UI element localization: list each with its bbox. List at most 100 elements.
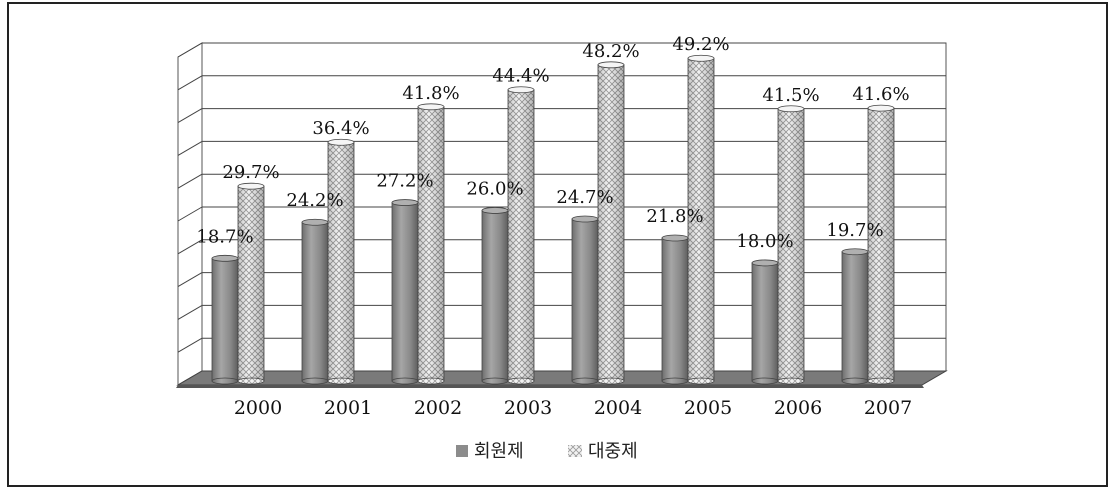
bar-series1-cap: [301, 218, 329, 226]
bar-series2-shade: [868, 108, 894, 381]
bar-series2: [867, 104, 895, 385]
x-tick-label: 2007: [864, 397, 912, 419]
data-label-series2: 48.2%: [582, 41, 639, 62]
legend-label-series1: 회원제: [474, 441, 524, 462]
data-label-series1: 21.8%: [646, 206, 703, 227]
bar-series2-cap: [417, 103, 445, 111]
bar-series1-cap: [571, 215, 599, 223]
floor-edge: [176, 385, 924, 388]
x-tick-label: 2003: [504, 397, 552, 419]
gridline-side: [177, 140, 203, 156]
bar-series1-base: [571, 377, 599, 385]
bar-series2-shade: [328, 142, 354, 381]
gridline-side: [177, 272, 203, 288]
bar-series1: [481, 207, 509, 385]
bar-series1-body: [211, 257, 239, 382]
bar-series2-base: [417, 377, 445, 385]
gridline-side: [177, 337, 203, 353]
bar-series2-base: [327, 377, 355, 385]
bar-series2-shade: [418, 106, 444, 382]
gridline-side: [177, 108, 203, 124]
bar-series2: [507, 86, 535, 385]
bar-series2-base: [867, 377, 895, 385]
data-label-series1: 24.2%: [286, 190, 343, 211]
legend-swatch-series2: [568, 445, 582, 457]
data-label-series1: 26.0%: [466, 178, 523, 199]
bar-series2-cap: [327, 138, 355, 146]
bar-series2-cap: [597, 61, 625, 69]
data-label-series2: 44.4%: [492, 66, 549, 87]
bar-series1-base: [481, 377, 509, 385]
bar-series2-shade: [238, 186, 264, 381]
x-tick-label: 2001: [324, 397, 372, 419]
gridline-side: [177, 304, 203, 320]
bar-series2-base: [237, 377, 265, 385]
bar-series1-body: [841, 251, 869, 382]
bar-series2-cap: [777, 105, 805, 113]
data-label-series1: 18.7%: [196, 226, 253, 247]
bar-series1-body: [481, 210, 509, 382]
bar-series1-base: [661, 377, 689, 385]
legend-swatch-series1: [456, 445, 468, 457]
x-tick-label: 2006: [774, 397, 822, 419]
bar-series1: [571, 215, 599, 385]
bar-series2-shade: [778, 108, 804, 381]
gridline-side: [177, 75, 203, 91]
bar-series1: [841, 248, 869, 385]
bar-series2: [417, 103, 445, 385]
gridline-side: [177, 42, 203, 58]
data-label-series2: 49.2%: [672, 34, 729, 55]
bar-series2-base: [777, 377, 805, 385]
data-label-series2: 41.5%: [762, 85, 819, 106]
data-label-series2: 29.7%: [222, 162, 279, 183]
bar-series1-cap: [841, 248, 869, 256]
gridline-side: [177, 173, 203, 189]
bar-series2: [237, 182, 265, 385]
bar-series2: [687, 54, 715, 385]
data-labels: 18.7% 29.7% 24.2% 36.4% 27.2% 41.8% 26.0% 44.4%…: [196, 34, 909, 252]
bar-series2-base: [687, 377, 715, 385]
data-label-series2: 41.8%: [402, 83, 459, 104]
bar-series2-cap: [687, 54, 715, 62]
bar-series1-cap: [661, 234, 689, 242]
chart-floor: [176, 370, 948, 388]
bar-series2-cap: [507, 86, 535, 94]
gridline-side: [177, 206, 203, 222]
bar-series1-body: [301, 221, 329, 382]
bar-series2: [597, 61, 625, 385]
bar-series1-body: [751, 262, 779, 382]
chart-walls: [177, 42, 947, 386]
bar-series1-body: [661, 237, 689, 382]
data-label-series2: 41.6%: [852, 84, 909, 105]
bar-series1: [751, 259, 779, 385]
bar-series1-base: [301, 377, 329, 385]
data-label-series1: 27.2%: [376, 171, 433, 192]
data-label-series1: 24.7%: [556, 187, 613, 208]
bar-series1-cap: [481, 207, 509, 214]
bar-series2-shade: [598, 64, 624, 382]
floor-plane: [176, 370, 948, 386]
legend-label-series2: 대중제: [588, 441, 638, 462]
bar-series2-cap: [237, 182, 265, 190]
x-tick-label: 2002: [414, 397, 462, 419]
bar-series1-base: [391, 377, 419, 385]
bar-series1-cap: [751, 259, 779, 267]
x-tick-label: 2004: [594, 397, 642, 419]
bar-series1-base: [751, 377, 779, 385]
bar-series2: [327, 138, 355, 385]
bar-series2-base: [507, 377, 535, 385]
bar-series1-cap: [211, 254, 239, 262]
bar-series2: [777, 105, 805, 385]
bar-series2-cap: [867, 104, 895, 112]
bar-series2-shade: [688, 58, 714, 382]
legend: 회원제 대중제: [456, 441, 638, 462]
data-label-series2: 36.4%: [312, 118, 369, 139]
bar-series2-shade: [508, 89, 534, 382]
bar-series1: [301, 218, 329, 385]
bar-series1-body: [391, 202, 419, 382]
bar-series1-body: [571, 218, 599, 382]
bars: [211, 54, 895, 385]
x-tick-label: 2005: [684, 397, 732, 419]
bar-series1-cap: [391, 199, 419, 206]
